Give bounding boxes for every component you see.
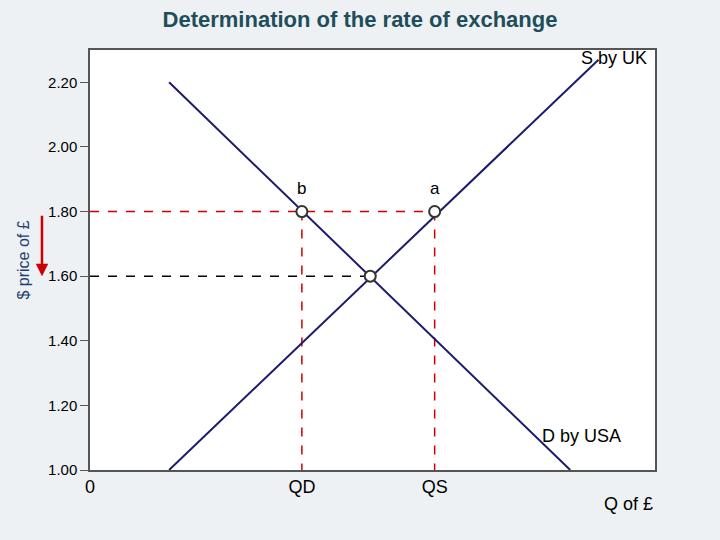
svg-text:b: b [297, 179, 306, 198]
svg-text:1.40: 1.40 [48, 332, 77, 349]
svg-text:QS: QS [422, 477, 448, 497]
svg-text:0: 0 [85, 477, 95, 497]
svg-text:1.80: 1.80 [48, 203, 77, 220]
svg-text:1.00: 1.00 [48, 461, 77, 478]
svg-text:S by UK: S by UK [581, 48, 647, 68]
svg-text:2.20: 2.20 [48, 74, 77, 91]
svg-text:2.00: 2.00 [48, 138, 77, 155]
svg-text:1.20: 1.20 [48, 397, 77, 414]
svg-text:$ price of £: $ price of £ [15, 220, 32, 299]
svg-text:Q of £: Q of £ [604, 494, 653, 514]
svg-text:Determination of the rate of e: Determination of the rate of exchange [163, 7, 558, 32]
svg-text:1.60: 1.60 [48, 267, 77, 284]
svg-text:D by USA: D by USA [542, 426, 621, 446]
svg-text:a: a [430, 179, 440, 198]
svg-text:QD: QD [288, 477, 315, 497]
